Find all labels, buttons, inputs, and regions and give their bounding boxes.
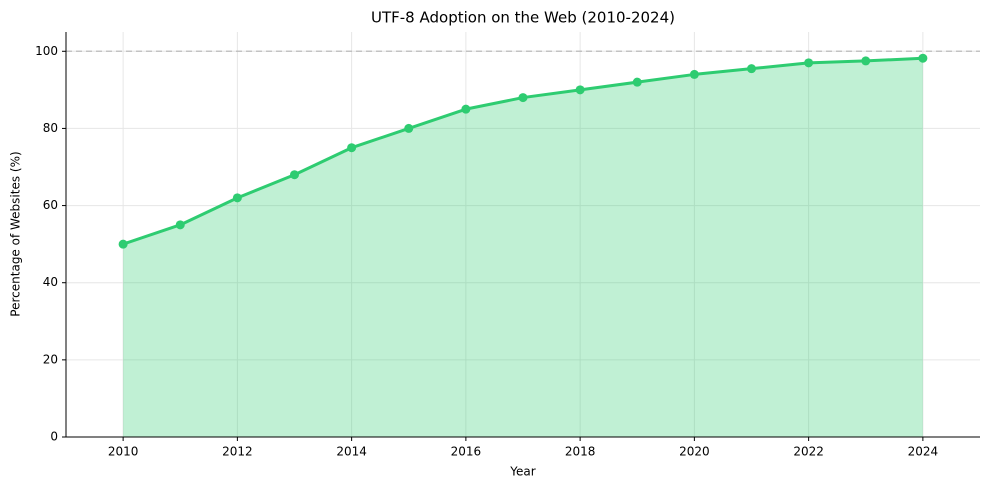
x-tick-label: 2020 bbox=[679, 445, 710, 459]
point bbox=[232, 193, 242, 203]
point bbox=[347, 143, 357, 153]
y-tick-label: 80 bbox=[43, 121, 58, 135]
point bbox=[461, 104, 471, 114]
chart-title: UTF-8 Adoption on the Web (2010-2024) bbox=[371, 9, 675, 27]
x-tick-label: 2024 bbox=[908, 445, 939, 459]
y-axis-label: Percentage of Websites (%) bbox=[9, 151, 23, 316]
point bbox=[861, 56, 871, 66]
point bbox=[575, 85, 585, 95]
x-tick-label: 2016 bbox=[451, 445, 482, 459]
point bbox=[175, 220, 185, 230]
x-tick-label: 2010 bbox=[108, 445, 139, 459]
point bbox=[804, 58, 814, 68]
point bbox=[404, 123, 414, 133]
point bbox=[747, 64, 756, 74]
x-tick-label: 2022 bbox=[793, 445, 824, 459]
point bbox=[518, 93, 528, 103]
x-tick-label: 2014 bbox=[336, 445, 367, 459]
y-tick-label: 40 bbox=[43, 275, 58, 289]
point bbox=[689, 69, 699, 79]
point bbox=[290, 170, 299, 180]
point bbox=[118, 239, 128, 249]
point bbox=[918, 53, 928, 63]
y-tick-label: 20 bbox=[43, 352, 58, 366]
area bbox=[123, 58, 923, 437]
y-tick-label: 100 bbox=[35, 44, 58, 58]
x-tick-label: 2012 bbox=[222, 445, 253, 459]
point bbox=[632, 77, 642, 87]
x-axis-label: Year bbox=[509, 465, 535, 479]
y-tick-label: 0 bbox=[50, 430, 58, 444]
x-tick-label: 2018 bbox=[565, 445, 596, 459]
y-tick-label: 60 bbox=[43, 198, 58, 212]
